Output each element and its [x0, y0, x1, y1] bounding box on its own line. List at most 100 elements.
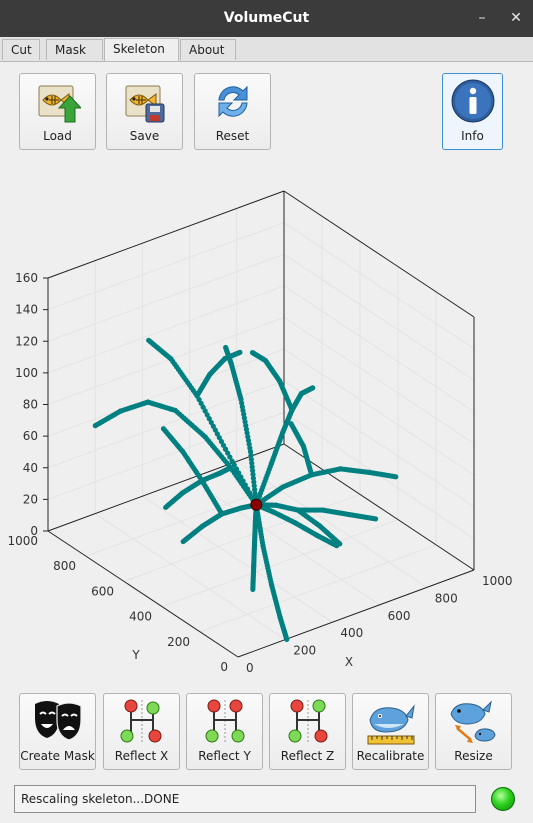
x-axis-label: X [345, 655, 353, 669]
floor-gridline [94, 513, 286, 641]
z-tick-label: 140 [15, 303, 38, 317]
skeleton-point [233, 466, 240, 472]
z-tick-label: 60 [23, 429, 38, 443]
z-tick-label: 40 [23, 461, 38, 475]
skeleton-point [248, 456, 254, 462]
wall-gridline [283, 348, 475, 476]
skeleton-point [180, 538, 186, 545]
skeleton-point [196, 396, 202, 403]
floor-gridline [189, 478, 380, 606]
x-tick-label: 800 [435, 591, 458, 605]
y-tick-label: 0 [220, 660, 228, 674]
reflect-y-button[interactable]: Reflect Y [186, 693, 263, 770]
theater-masks-icon [31, 698, 85, 747]
create-mask-label: Create Mask [20, 749, 95, 763]
axis-box-edge [237, 569, 475, 658]
axis-box-edge [47, 443, 285, 532]
reflect-z-label: Reflect Z [280, 749, 335, 763]
x-tick-label: 1000 [482, 574, 513, 588]
skeleton-3d-plot[interactable]: 0204060801001201401600200400600800100002… [0, 160, 533, 685]
skeleton-point [160, 426, 167, 432]
wall-gridline [47, 285, 285, 374]
skeleton-point [236, 470, 242, 476]
minimize-button[interactable]: – [478, 10, 486, 26]
skeleton-point [251, 479, 257, 485]
skeleton-point [163, 504, 169, 510]
skeleton-points [92, 337, 399, 642]
skeleton-point [250, 475, 256, 481]
reset-label: Reset [215, 129, 250, 143]
status-indicator-light [491, 787, 515, 811]
whale-resize-icon [449, 698, 499, 749]
floor-gridline [85, 468, 323, 557]
fish-load-icon [35, 78, 82, 127]
skeleton-point [247, 490, 253, 496]
y-tick-label: 600 [91, 584, 114, 598]
skeleton-point [146, 337, 152, 343]
wall-gridline [283, 285, 475, 413]
skeleton-point [251, 483, 257, 489]
skeleton-point [250, 586, 256, 593]
y-tick-label: 400 [129, 610, 152, 624]
z-tick-label: 20 [23, 492, 38, 506]
skeleton-point [288, 421, 294, 427]
skeleton-point [206, 416, 212, 422]
axis-ticks: 0204060801001201401600200400600800100002… [7, 271, 512, 675]
reset-button[interactable]: Reset [194, 73, 271, 150]
reflect-x-button[interactable]: Reflect X [103, 693, 180, 770]
whale-ruler-icon [366, 698, 416, 749]
wall-gridline [47, 348, 285, 437]
reflect-z-molecule-icon [285, 698, 331, 747]
floor-gridline [142, 495, 333, 623]
x-tick-label: 600 [388, 609, 411, 623]
axis-box-edge [47, 530, 239, 658]
tab-about[interactable]: About [180, 39, 236, 60]
skeleton-point [212, 427, 218, 433]
info-button[interactable]: Info [442, 73, 503, 150]
skeleton-point [229, 458, 235, 464]
close-button[interactable]: ✕ [510, 10, 522, 26]
skeleton-point [252, 490, 258, 497]
skeleton-root-point [250, 498, 263, 511]
save-label: Save [129, 129, 160, 143]
tab-bar: Cut Mask Skeleton About [0, 37, 533, 62]
skeleton-point [204, 412, 210, 418]
skeleton-point [248, 452, 254, 459]
skeleton-point [227, 454, 233, 460]
floor-gridline [161, 519, 399, 608]
wall-gridline [47, 253, 285, 342]
wall-gridline [47, 380, 285, 469]
skeleton-point [218, 438, 225, 445]
status-bar: Rescaling skeleton...DONE [14, 785, 476, 813]
tab-cut[interactable]: Cut [2, 39, 40, 60]
skeleton-point [202, 408, 208, 414]
load-button[interactable]: Load [19, 73, 96, 150]
tab-mask[interactable]: Mask [46, 39, 103, 60]
reflect-y-molecule-icon [202, 698, 248, 747]
z-tick-label: 100 [15, 366, 38, 380]
y-tick-label: 200 [167, 635, 190, 649]
recalibrate-label: Recalibrate [356, 749, 425, 763]
skeleton-point [237, 349, 243, 355]
skeleton-point [200, 404, 206, 410]
x-tick-label: 200 [293, 644, 316, 658]
create-mask-button[interactable]: Create Mask [19, 693, 96, 770]
skeleton-point [372, 516, 379, 522]
skeleton-point [220, 442, 227, 448]
skeleton-point [208, 419, 214, 426]
resize-button[interactable]: Resize [435, 693, 512, 770]
tab-skeleton[interactable]: Skeleton [104, 38, 179, 61]
skeleton-point [244, 486, 251, 492]
reflect-z-button[interactable]: Reflect Z [269, 693, 346, 770]
save-button[interactable]: Save [106, 73, 183, 150]
wall-gridline [283, 317, 475, 444]
skeleton-point [210, 423, 216, 429]
skeleton-point [240, 478, 246, 484]
skeleton-point [250, 471, 256, 478]
skeleton-point [249, 460, 255, 466]
wall-gridline [283, 380, 475, 508]
recalibrate-button[interactable]: Recalibrate [352, 693, 429, 770]
wall-gridline [47, 222, 285, 311]
skeleton-point [310, 385, 316, 391]
